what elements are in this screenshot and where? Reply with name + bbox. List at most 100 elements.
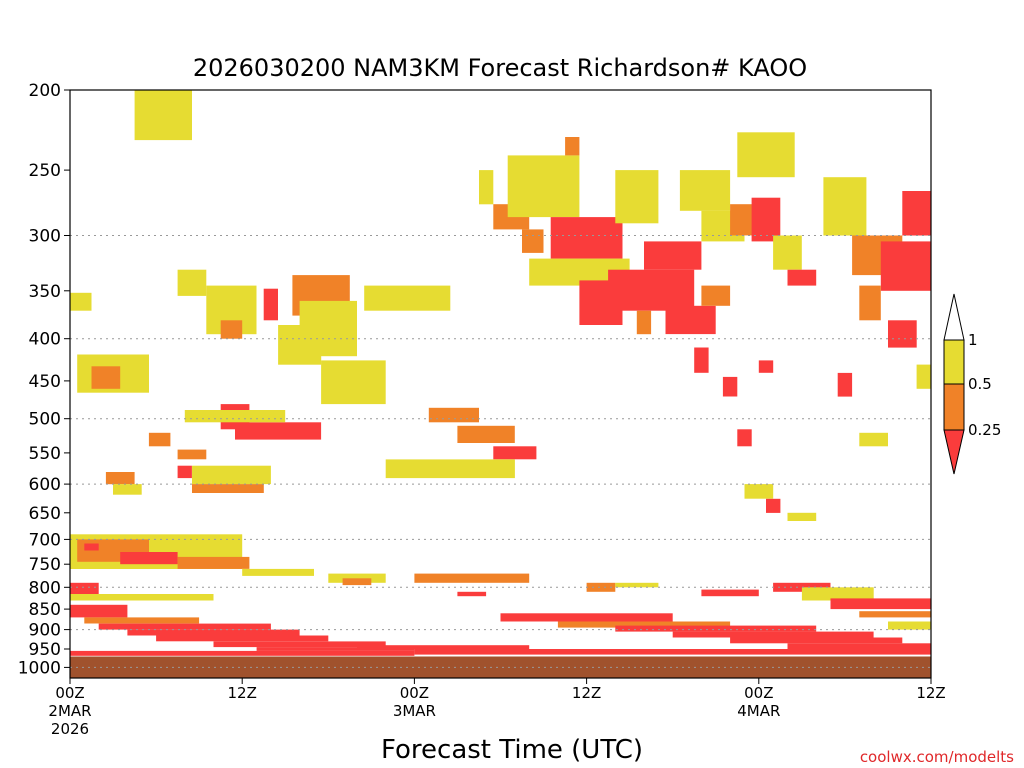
ri-cell <box>787 269 817 286</box>
ri-cell <box>113 484 142 495</box>
ri-cell <box>357 645 530 649</box>
ri-cell <box>758 360 774 373</box>
ri-cell <box>744 484 774 499</box>
legend-swatch <box>943 383 965 431</box>
ri-cell <box>787 643 931 649</box>
source-credit[interactable]: coolwx.com/modelts <box>860 748 1014 766</box>
legend-arrow-top <box>943 293 965 341</box>
x-tick-label: 12Z <box>228 684 257 702</box>
x-tick-label: 4MAR <box>737 702 780 720</box>
y-tick-label: 200 <box>29 81 61 101</box>
x-tick-label: 2MAR <box>48 702 91 720</box>
ri-cell <box>364 285 451 311</box>
ri-cell <box>773 582 831 592</box>
y-tick-label: 900 <box>29 621 61 641</box>
legend-label: 0.5 <box>968 375 992 393</box>
ri-cell <box>120 552 178 565</box>
x-tick-label: 00Z <box>744 684 773 702</box>
y-tick-label: 450 <box>29 372 61 392</box>
ri-cell <box>830 598 931 610</box>
ri-cell <box>414 649 931 655</box>
ri-cell <box>722 376 738 397</box>
plot-frame <box>69 89 932 679</box>
ri-cell <box>105 472 135 485</box>
ri-cell <box>328 573 386 583</box>
ri-cell <box>644 241 702 270</box>
ri-cell <box>177 269 207 296</box>
ri-cell <box>565 137 580 156</box>
y-tick-label: 550 <box>29 444 61 464</box>
ri-cell <box>156 635 329 642</box>
ri-cell <box>737 132 795 178</box>
ri-cell <box>84 617 200 624</box>
ri-cell <box>256 647 415 651</box>
ri-cell <box>70 292 92 311</box>
ri-cell <box>550 217 623 259</box>
x-tick-label: 00Z <box>400 684 429 702</box>
x-axis-label: Forecast Time (UTC) <box>381 735 643 765</box>
ri-cell <box>84 543 99 551</box>
ri-cell <box>342 578 372 586</box>
ri-cell <box>385 459 515 479</box>
ri-cell <box>98 623 271 630</box>
ri-cell <box>859 432 888 447</box>
ri-cell <box>859 285 881 321</box>
ri-cell <box>177 449 207 460</box>
y-tick-label: 700 <box>29 530 61 550</box>
below-ground-fill <box>70 656 931 678</box>
y-tick-label: 350 <box>29 282 61 302</box>
ri-cell <box>148 432 171 447</box>
legend-label: 0.25 <box>968 421 1001 439</box>
ri-cell <box>701 285 731 306</box>
ri-cell <box>672 631 874 638</box>
chart-title: 2026030200 NAM3KM Forecast Richardson# K… <box>193 54 807 82</box>
ri-cell <box>91 366 121 389</box>
legend-label: 1 <box>968 331 978 349</box>
y-tick-label: 800 <box>29 578 61 598</box>
y-tick-label: 500 <box>29 410 61 430</box>
ri-cell <box>70 604 128 618</box>
y-tick-label: 850 <box>29 600 61 620</box>
ri-cell <box>888 621 931 630</box>
ri-cell <box>787 512 817 521</box>
x-tick-label: 12Z <box>916 684 945 702</box>
ri-cell <box>479 170 494 205</box>
ri-cell <box>192 465 271 485</box>
y-tick-label: 250 <box>29 161 61 181</box>
ri-cell <box>615 625 817 632</box>
ri-cell <box>615 582 659 588</box>
ri-cell <box>730 637 903 644</box>
ri-cell <box>902 191 931 236</box>
ri-cell <box>737 429 752 447</box>
ri-cell <box>608 269 695 311</box>
ri-cell <box>414 573 530 583</box>
ri-cell <box>801 587 874 601</box>
ri-cell <box>522 229 544 253</box>
ri-cell <box>70 650 415 656</box>
richardson-cells <box>70 90 932 656</box>
x-tick-label: 2026 <box>51 720 89 738</box>
ri-cell <box>557 621 731 628</box>
ri-cell <box>213 641 386 648</box>
x-tick-label: 00Z <box>55 684 84 702</box>
x-tick-label: 3MAR <box>393 702 436 720</box>
ri-cell <box>70 594 214 601</box>
legend-swatch <box>943 339 965 385</box>
ri-cell <box>500 613 673 622</box>
ri-cell <box>837 372 853 397</box>
ri-cell <box>428 407 479 423</box>
y-axis-ticks: 200 250 300 350 400 450 500 550 600 650 700 750 8008… <box>18 81 70 678</box>
ri-cell <box>888 320 917 348</box>
ri-cell <box>177 465 192 479</box>
ri-cell <box>701 589 759 597</box>
ground-layer <box>70 656 931 678</box>
ri-cell <box>235 422 322 440</box>
y-tick-label: 400 <box>29 330 61 350</box>
ri-cell <box>880 241 931 291</box>
ri-cell <box>263 288 278 321</box>
ri-cell <box>493 446 537 460</box>
ri-cell <box>773 235 802 270</box>
ri-cell <box>586 582 616 592</box>
ri-cell <box>177 556 250 569</box>
